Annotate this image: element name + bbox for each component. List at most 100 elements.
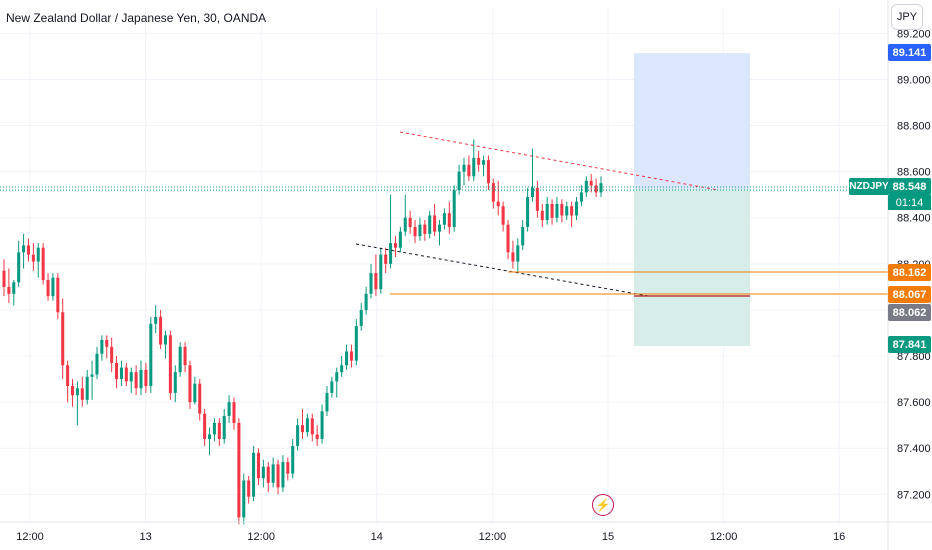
candle-body <box>516 245 520 262</box>
candle-body <box>227 402 231 416</box>
candle-body <box>70 386 75 396</box>
candle-body <box>408 217 412 227</box>
candle <box>584 176 588 198</box>
candle <box>300 409 305 440</box>
price-tick-label: 87.800 <box>897 351 931 363</box>
price-tick-label: 88.800 <box>897 121 931 133</box>
candle <box>452 185 456 232</box>
candle-body <box>149 323 153 387</box>
target-price-tag: 89.141 <box>888 44 931 61</box>
time-tick-label: 13 <box>139 531 151 543</box>
candle <box>80 376 84 407</box>
lower-trendline <box>355 243 649 297</box>
candle <box>516 238 520 274</box>
candle-body <box>129 372 133 382</box>
candle <box>359 303 363 331</box>
candle-body <box>452 190 456 227</box>
candle <box>575 197 579 221</box>
candle-body <box>359 309 363 327</box>
candle-body <box>560 203 564 216</box>
candle-body <box>428 215 432 234</box>
candle-body <box>134 372 138 389</box>
candle-body <box>217 422 221 440</box>
candle-body <box>349 351 353 361</box>
candle <box>105 335 109 359</box>
candle-body <box>340 365 344 373</box>
candle <box>256 448 260 486</box>
candle-body <box>364 293 368 310</box>
candle <box>247 475 251 504</box>
candle <box>281 455 285 493</box>
candle-body <box>433 215 437 232</box>
candle-body <box>173 372 177 393</box>
candle <box>154 305 158 333</box>
target-zone <box>634 53 750 189</box>
candle-body <box>491 183 495 202</box>
candle <box>70 379 75 407</box>
currency-button[interactable]: JPY <box>891 4 923 30</box>
candle <box>349 344 353 368</box>
candle <box>579 185 583 207</box>
time-tick-label: 12:00 <box>479 531 507 543</box>
candle <box>100 335 104 361</box>
candle <box>403 194 407 237</box>
candle-body <box>208 434 212 440</box>
candle <box>340 356 344 377</box>
candle-body <box>310 418 314 435</box>
candle <box>320 404 324 444</box>
candle-body <box>501 206 505 225</box>
candle <box>310 413 314 442</box>
candle <box>491 178 495 209</box>
candle <box>198 379 202 421</box>
candle-body <box>168 335 172 393</box>
candle-body <box>46 279 50 297</box>
candle-body <box>550 203 554 218</box>
candle <box>134 365 138 396</box>
lightning-bolt-icon[interactable]: ⚡ <box>592 494 614 516</box>
candle <box>433 203 437 237</box>
candle <box>242 473 246 525</box>
candle <box>203 409 207 446</box>
candle <box>570 201 574 227</box>
candle <box>550 199 554 225</box>
price-tick-label: 87.600 <box>897 397 931 409</box>
price-tick-label: 89.200 <box>897 28 931 40</box>
candle <box>129 367 133 393</box>
candle-body <box>115 362 119 380</box>
candle <box>369 263 373 299</box>
candle-body <box>325 392 329 412</box>
candle <box>276 459 280 495</box>
candle-body <box>95 353 99 375</box>
time-tick-label: 14 <box>371 531 383 543</box>
candle <box>188 360 192 410</box>
candle <box>261 459 265 488</box>
candle <box>462 157 466 186</box>
candle <box>115 356 119 389</box>
candle-body <box>570 206 574 216</box>
gray-price-tag: 88.062 <box>888 304 931 321</box>
candle <box>7 268 11 304</box>
candle <box>428 210 432 239</box>
price-tick-label: 89.000 <box>897 74 931 86</box>
candle-body <box>482 160 486 165</box>
candle <box>501 201 505 232</box>
candle-body <box>261 466 265 479</box>
candle <box>418 217 422 241</box>
candle-body <box>203 413 207 440</box>
candle-body <box>555 203 559 218</box>
candle-body <box>393 243 397 248</box>
candle-body <box>36 247 40 262</box>
candle <box>389 194 393 269</box>
candle-body <box>252 452 256 497</box>
candle <box>12 279 16 306</box>
candle <box>594 178 598 198</box>
candle <box>447 201 451 234</box>
candle-body <box>286 462 290 474</box>
candle-body <box>457 171 461 191</box>
candle-body <box>300 425 305 433</box>
candle <box>51 273 55 301</box>
candle <box>227 395 231 423</box>
candle <box>90 360 94 400</box>
candle <box>61 298 65 380</box>
